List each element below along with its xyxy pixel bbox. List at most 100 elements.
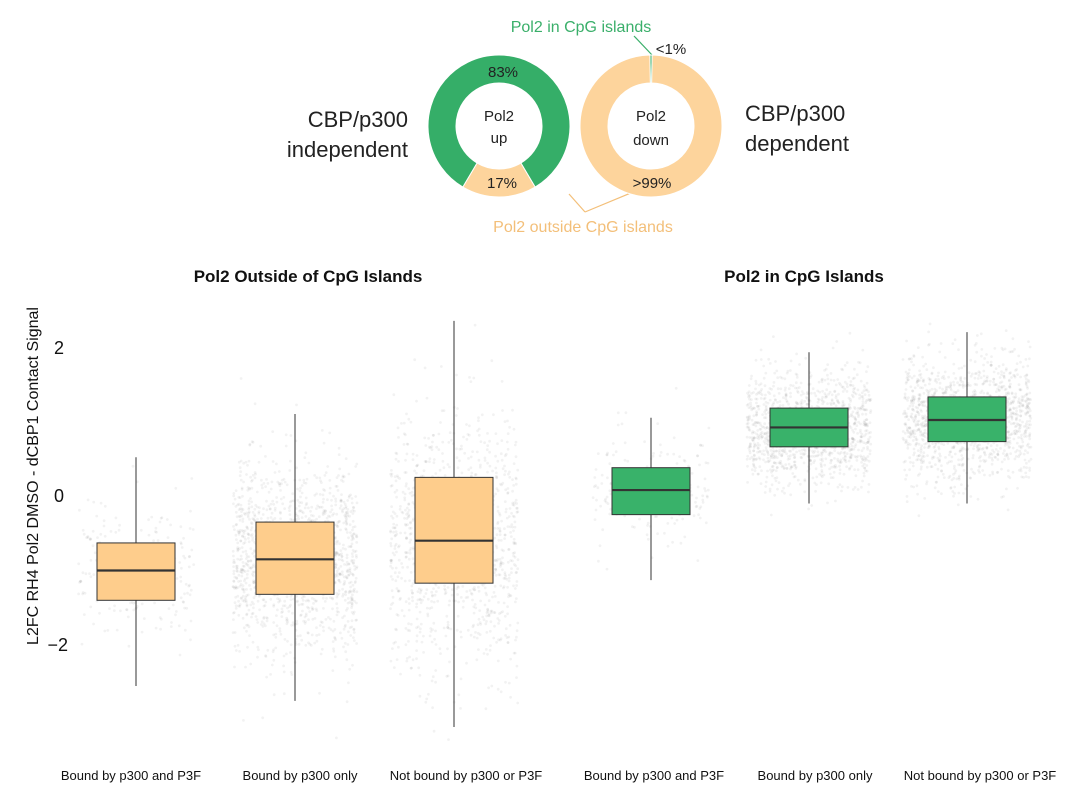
jitter-point — [766, 430, 770, 434]
jitter-point — [411, 582, 415, 585]
jitter-point — [178, 561, 182, 564]
jitter-point — [828, 453, 832, 457]
jitter-point — [507, 592, 511, 596]
jitter-point — [338, 573, 342, 577]
jitter-point — [351, 573, 355, 577]
jitter-point — [251, 478, 254, 482]
jitter-point — [428, 634, 432, 638]
jitter-point — [789, 369, 792, 372]
jitter-point — [477, 433, 481, 437]
jitter-point — [308, 517, 311, 520]
jitter-point — [507, 681, 511, 685]
jitter-point — [477, 427, 481, 431]
jitter-point — [1018, 418, 1022, 422]
jitter-point — [775, 369, 779, 373]
jitter-point — [1009, 422, 1013, 426]
jitter-point — [495, 476, 499, 479]
jitter-point — [337, 446, 341, 450]
jitter-point — [903, 395, 907, 399]
jitter-point — [337, 578, 341, 582]
jitter-point — [349, 545, 353, 548]
jitter-point — [389, 530, 392, 534]
jitter-point — [829, 372, 833, 375]
jitter-point — [499, 565, 502, 568]
jitter-point — [867, 437, 870, 441]
jitter-point — [188, 555, 192, 558]
jitter-point — [349, 493, 352, 497]
jitter-point — [961, 462, 965, 466]
jitter-point — [236, 643, 240, 647]
jitter-point — [425, 588, 429, 592]
jitter-point — [425, 697, 429, 701]
jitter-point — [404, 458, 407, 462]
jitter-point — [232, 579, 236, 583]
jitter-point — [916, 423, 920, 427]
jitter-point — [247, 536, 250, 540]
jitter-point — [848, 449, 852, 453]
jitter-point — [836, 399, 839, 403]
jitter-point — [275, 462, 278, 466]
jitter-point — [232, 492, 236, 495]
jitter-point — [347, 562, 351, 566]
jitter-point — [960, 446, 964, 450]
jitter-point — [346, 508, 350, 511]
jitter-point — [503, 576, 507, 580]
jitter-point — [288, 504, 292, 508]
jitter-point — [348, 581, 351, 585]
jitter-point — [949, 486, 953, 489]
jitter-point — [478, 465, 482, 469]
jitter-point — [131, 464, 135, 468]
jitter-point — [432, 461, 436, 465]
jitter-point — [485, 611, 489, 615]
jitter-point — [397, 571, 401, 574]
jitter-point — [246, 527, 250, 531]
jitter-point — [317, 515, 321, 519]
jitter-point — [298, 489, 302, 493]
jitter-point — [432, 458, 436, 461]
jitter-point — [334, 638, 337, 642]
jitter-point — [352, 532, 356, 536]
jitter-point — [1022, 465, 1026, 469]
jitter-point — [799, 403, 803, 406]
jitter-point — [1008, 408, 1012, 411]
jitter-point — [416, 625, 420, 629]
jitter-point — [437, 448, 441, 451]
jitter-point — [751, 459, 755, 462]
jitter-point — [354, 549, 358, 553]
jitter-point — [246, 463, 249, 467]
jitter-point — [851, 395, 855, 399]
jitter-point — [231, 585, 235, 588]
jitter-point — [256, 645, 260, 649]
jitter-point — [153, 601, 157, 605]
jitter-point — [756, 404, 759, 408]
jitter-point — [991, 472, 995, 476]
jitter-point — [344, 527, 348, 531]
jitter-point — [350, 542, 354, 546]
jitter-point — [862, 423, 866, 426]
jitter-point — [754, 421, 758, 424]
jitter-point — [253, 518, 256, 522]
jitter-point — [499, 561, 503, 565]
jitter-point — [809, 459, 812, 463]
jitter-point — [940, 376, 944, 380]
jitter-point — [303, 615, 307, 619]
jitter-point — [857, 360, 860, 364]
jitter-point — [781, 464, 785, 468]
jitter-point — [402, 443, 406, 446]
jitter-point — [407, 503, 411, 506]
jitter-point — [1014, 450, 1017, 454]
jitter-point — [746, 425, 750, 429]
jitter-point — [132, 601, 135, 605]
jitter-point — [509, 535, 513, 538]
jitter-point — [259, 517, 263, 520]
jitter-point — [79, 579, 82, 583]
jitter-point — [799, 401, 803, 404]
jitter-point — [975, 445, 979, 448]
jitter-point — [238, 584, 242, 588]
jitter-point — [484, 622, 488, 626]
jitter-point — [322, 497, 325, 501]
jitter-point — [288, 513, 292, 516]
jitter-point — [1023, 374, 1027, 378]
jitter-point — [473, 323, 477, 327]
jitter-point — [756, 434, 760, 437]
